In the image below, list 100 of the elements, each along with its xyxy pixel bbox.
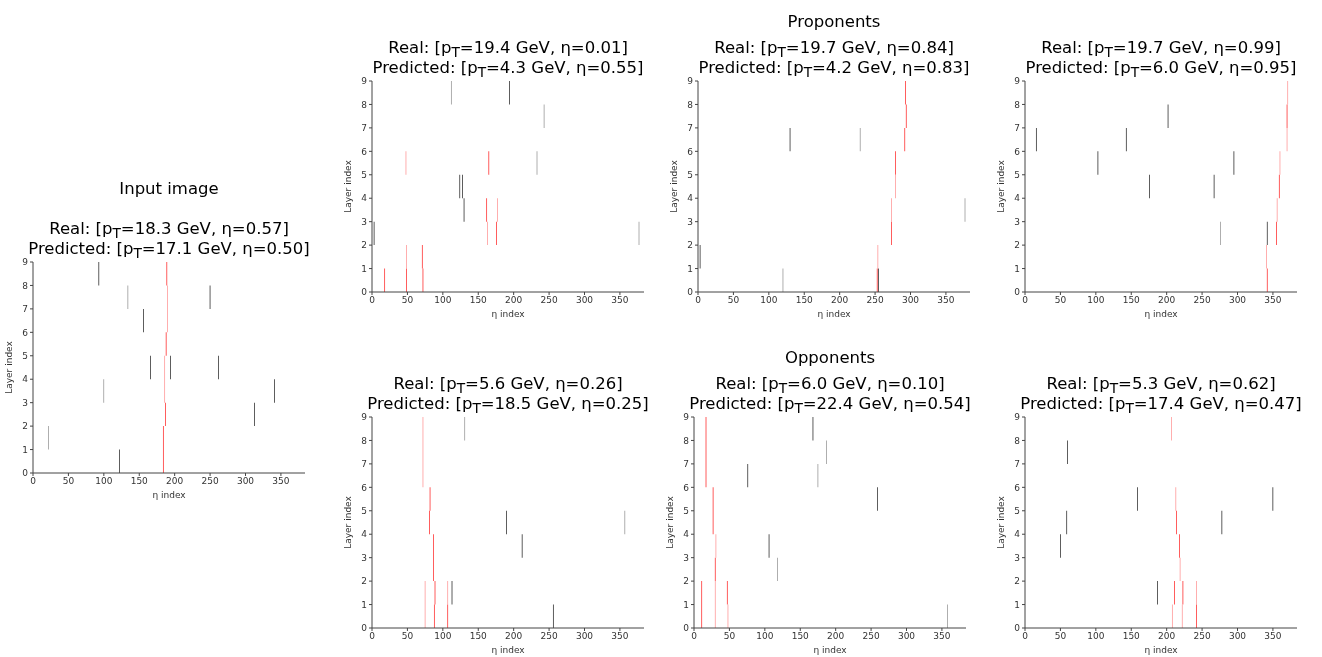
y-tick-label: 4 bbox=[1014, 193, 1021, 204]
chart-subtitle: Predicted: [p$_{T}$=17.1 GeV, η=0.50] bbox=[28, 239, 310, 262]
y-tick-label: 0 bbox=[683, 623, 690, 634]
x-tick-label: 100 bbox=[1087, 295, 1105, 306]
chart-title: Real: [p$_{T}$=5.6 GeV, η=0.26] bbox=[393, 374, 623, 397]
x-axis-title: η index bbox=[813, 645, 848, 655]
y-tick-label: 1 bbox=[361, 599, 367, 610]
y-tick-label: 4 bbox=[1014, 529, 1021, 540]
y-tick-label: 4 bbox=[687, 193, 694, 204]
y-tick-label: 2 bbox=[1014, 240, 1020, 251]
x-tick-label: 200 bbox=[505, 295, 523, 306]
y-axis-title: Layer index bbox=[4, 340, 15, 394]
y-tick-label: 9 bbox=[22, 257, 29, 268]
x-tick-label: 100 bbox=[434, 631, 452, 642]
x-tick-label: 50 bbox=[62, 476, 75, 487]
y-tick-label: 5 bbox=[361, 169, 367, 180]
y-axis-title: Layer index bbox=[343, 495, 354, 549]
y-tick-label: 1 bbox=[1014, 599, 1020, 610]
y-tick-label: 7 bbox=[22, 304, 28, 315]
x-tick-label: 250 bbox=[866, 295, 884, 306]
x-tick-label: 50 bbox=[1054, 631, 1067, 642]
x-axis-title: η index bbox=[1144, 645, 1179, 655]
y-axis-title: Layer index bbox=[996, 495, 1007, 549]
y-tick-label: 3 bbox=[683, 552, 689, 563]
x-tick-label: 350 bbox=[1264, 631, 1282, 642]
x-tick-label: 0 bbox=[1022, 295, 1029, 306]
text: Input image bbox=[119, 179, 219, 199]
y-tick-label: 4 bbox=[22, 374, 29, 385]
x-tick-label: 350 bbox=[611, 631, 629, 642]
chart-title: Real: [p$_{T}$=19.7 GeV, η=0.99] bbox=[1041, 38, 1281, 61]
y-tick-label: 1 bbox=[1014, 263, 1020, 274]
y-tick-label: 0 bbox=[687, 287, 694, 298]
y-tick-label: 8 bbox=[1014, 99, 1021, 110]
y-tick-label: 4 bbox=[361, 193, 368, 204]
y-tick-label: 8 bbox=[687, 99, 694, 110]
x-tick-label: 250 bbox=[1193, 631, 1211, 642]
y-tick-label: 6 bbox=[1014, 146, 1021, 157]
y-tick-label: 5 bbox=[1014, 169, 1020, 180]
y-tick-label: 5 bbox=[687, 169, 693, 180]
y-tick-label: 1 bbox=[687, 263, 693, 274]
y-tick-label: 0 bbox=[361, 623, 368, 634]
x-axis-title: η index bbox=[817, 309, 852, 319]
y-tick-label: 5 bbox=[22, 350, 28, 361]
y-tick-label: 8 bbox=[1014, 435, 1021, 446]
y-tick-label: 5 bbox=[1014, 505, 1020, 516]
chart-title: Real: [p$_{T}$=19.7 GeV, η=0.84] bbox=[714, 38, 954, 61]
y-tick-label: 0 bbox=[1014, 623, 1021, 634]
y-tick-label: 9 bbox=[1014, 412, 1021, 423]
y-tick-label: 0 bbox=[22, 468, 29, 479]
x-tick-label: 100 bbox=[434, 295, 452, 306]
y-tick-label: 7 bbox=[361, 459, 367, 470]
x-tick-label: 100 bbox=[95, 476, 113, 487]
x-tick-label: 200 bbox=[505, 631, 523, 642]
chart-subtitle: Predicted: [p$_{T}$=17.4 GeV, η=0.47] bbox=[1020, 394, 1302, 417]
x-tick-label: 300 bbox=[897, 631, 916, 642]
text: Proponents bbox=[787, 12, 881, 32]
text: Opponents bbox=[784, 348, 876, 368]
x-tick-label: 300 bbox=[236, 476, 255, 487]
y-tick-label: 0 bbox=[361, 287, 368, 298]
y-tick-label: 4 bbox=[683, 529, 690, 540]
y-tick-label: 0 bbox=[1014, 287, 1021, 298]
x-axis-title: η index bbox=[152, 490, 187, 500]
x-tick-label: 250 bbox=[1193, 295, 1211, 306]
x-tick-label: 50 bbox=[401, 295, 414, 306]
x-tick-label: 50 bbox=[723, 631, 736, 642]
y-tick-label: 2 bbox=[361, 576, 367, 587]
x-tick-label: 350 bbox=[272, 476, 290, 487]
x-tick-label: 350 bbox=[937, 295, 955, 306]
y-tick-label: 6 bbox=[1014, 482, 1021, 493]
y-tick-label: 8 bbox=[361, 435, 368, 446]
x-tick-label: 150 bbox=[795, 295, 814, 306]
y-tick-label: 2 bbox=[683, 576, 689, 587]
x-axis-title: η index bbox=[491, 309, 526, 319]
y-axis-title: Layer index bbox=[669, 159, 680, 213]
chart-title: Real: [p$_{T}$=5.3 GeV, η=0.62] bbox=[1046, 374, 1276, 397]
y-tick-label: 1 bbox=[361, 263, 367, 274]
y-tick-label: 2 bbox=[1014, 576, 1020, 587]
y-tick-label: 3 bbox=[1014, 552, 1020, 563]
x-tick-label: 0 bbox=[1022, 631, 1029, 642]
y-tick-label: 3 bbox=[1014, 216, 1020, 227]
y-tick-label: 8 bbox=[683, 435, 690, 446]
y-tick-label: 3 bbox=[22, 397, 28, 408]
y-tick-label: 6 bbox=[687, 146, 694, 157]
chart-subtitle: Predicted: [p$_{T}$=18.5 GeV, η=0.25] bbox=[367, 394, 649, 417]
y-tick-label: 9 bbox=[361, 76, 368, 87]
x-tick-label: 300 bbox=[1228, 631, 1247, 642]
x-tick-label: 50 bbox=[727, 295, 740, 306]
y-tick-label: 6 bbox=[361, 482, 368, 493]
x-tick-label: 150 bbox=[469, 295, 488, 306]
y-tick-label: 7 bbox=[1014, 459, 1020, 470]
x-axis-title: η index bbox=[1144, 309, 1179, 319]
y-tick-label: 8 bbox=[22, 280, 29, 291]
x-tick-label: 350 bbox=[1264, 295, 1282, 306]
x-tick-label: 0 bbox=[30, 476, 37, 487]
x-tick-label: 100 bbox=[1087, 631, 1105, 642]
y-tick-label: 9 bbox=[687, 76, 694, 87]
y-tick-label: 2 bbox=[361, 240, 367, 251]
x-tick-label: 200 bbox=[831, 295, 849, 306]
y-tick-label: 3 bbox=[361, 552, 367, 563]
y-tick-label: 5 bbox=[683, 505, 689, 516]
